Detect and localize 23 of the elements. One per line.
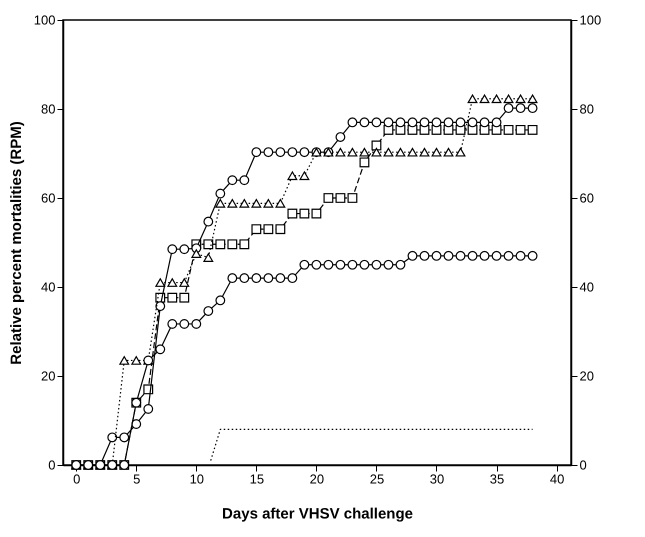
x-tick-label: 15 [250, 472, 264, 486]
y-tick-label: 20 [41, 368, 56, 384]
y2-tick-label: 100 [580, 12, 602, 28]
y2-tick-label: 20 [580, 368, 594, 384]
y-axis-title: Relative percent mortalities (RPM) [8, 121, 25, 365]
y-tick-label: 40 [41, 280, 56, 294]
x-tick-label: 40 [550, 472, 564, 486]
x-tick-label: 35 [490, 472, 504, 486]
y2-tick-label: 60 [580, 190, 594, 206]
x-tick-label: 5 [133, 472, 140, 486]
x-tick-label: 25 [370, 472, 384, 486]
y-tick-label: 100 [34, 12, 56, 28]
y2-tick-label: 40 [580, 280, 594, 294]
y-tick-label: 60 [41, 190, 56, 206]
y2-tick-label: 0 [580, 458, 587, 472]
x-axis-title: Days after VHSV challenge [222, 506, 413, 522]
y-tick-label: 80 [41, 102, 56, 116]
x-tick-label: 10 [190, 472, 204, 486]
x-tick-label: 20 [310, 472, 324, 486]
y-tick-label: 0 [48, 458, 56, 472]
x-tick-label: 30 [430, 472, 444, 486]
y2-tick-label: 80 [580, 102, 594, 116]
x-tick-label: 0 [73, 472, 80, 486]
